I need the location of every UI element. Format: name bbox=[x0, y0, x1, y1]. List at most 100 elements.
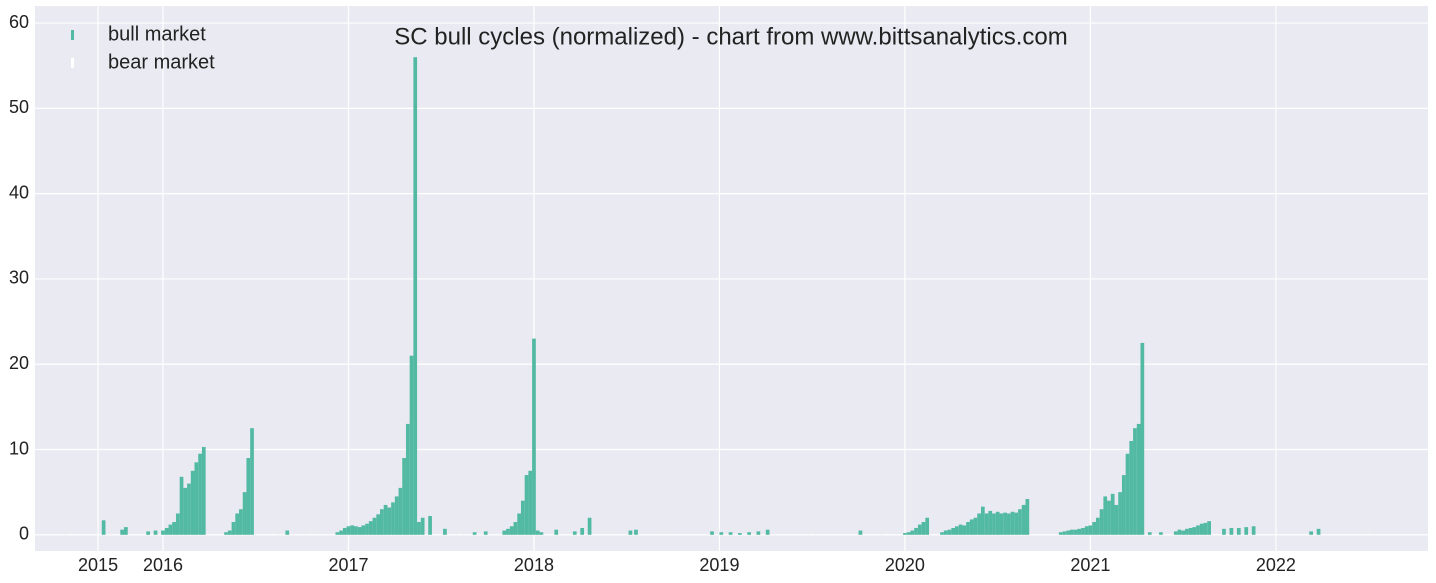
bar bbox=[1077, 528, 1082, 535]
bar bbox=[958, 524, 963, 535]
bar bbox=[1066, 530, 1071, 535]
bar bbox=[420, 517, 425, 535]
bar bbox=[250, 428, 254, 535]
bar bbox=[917, 524, 922, 535]
bar bbox=[1099, 509, 1104, 535]
bar bbox=[457, 533, 462, 535]
bar bbox=[517, 513, 521, 535]
bar bbox=[187, 483, 191, 535]
bar bbox=[628, 530, 633, 535]
bar bbox=[914, 527, 918, 535]
bar bbox=[999, 513, 1004, 535]
bar bbox=[372, 517, 377, 535]
bar bbox=[737, 533, 742, 535]
y-tick-label: 20 bbox=[9, 353, 29, 373]
bar bbox=[357, 527, 362, 535]
bar bbox=[391, 502, 395, 535]
y-tick-label: 30 bbox=[9, 268, 29, 288]
bar bbox=[962, 525, 967, 535]
bar bbox=[995, 511, 1000, 535]
bar bbox=[1010, 511, 1015, 535]
bar bbox=[1014, 512, 1019, 535]
bar bbox=[194, 462, 199, 535]
bar bbox=[539, 532, 544, 535]
bar bbox=[1159, 532, 1163, 535]
bar bbox=[1188, 527, 1193, 535]
bar bbox=[1147, 532, 1152, 535]
bar bbox=[1222, 528, 1226, 535]
bar bbox=[235, 513, 240, 535]
bar bbox=[506, 528, 510, 535]
bar bbox=[1107, 500, 1111, 535]
bar bbox=[231, 522, 236, 535]
bar bbox=[980, 506, 985, 535]
bar bbox=[903, 533, 907, 535]
bar bbox=[756, 531, 761, 535]
x-tick-label: 2022 bbox=[1256, 555, 1296, 575]
bar bbox=[977, 513, 981, 535]
y-tick-label: 10 bbox=[9, 438, 29, 458]
bar bbox=[1185, 528, 1189, 535]
bar bbox=[101, 520, 106, 535]
bar bbox=[1244, 527, 1249, 535]
bar bbox=[398, 487, 403, 535]
bar bbox=[940, 532, 944, 535]
bar bbox=[1021, 504, 1026, 535]
bar bbox=[1199, 523, 1204, 535]
bar bbox=[710, 531, 714, 535]
bar bbox=[227, 530, 232, 535]
bar bbox=[309, 533, 314, 535]
bar bbox=[1140, 342, 1145, 535]
bar bbox=[587, 517, 592, 535]
bar bbox=[661, 533, 666, 535]
bar bbox=[532, 338, 536, 535]
bar bbox=[719, 532, 724, 535]
bar bbox=[1192, 527, 1197, 535]
bar bbox=[1251, 526, 1256, 535]
bar bbox=[68, 533, 73, 535]
chart-title: SC bull cycles (normalized) - chart from… bbox=[394, 23, 1068, 50]
bar bbox=[361, 525, 366, 535]
bar bbox=[1025, 498, 1030, 535]
bar bbox=[1062, 531, 1067, 535]
legend-swatch bbox=[71, 30, 74, 40]
bar bbox=[1196, 525, 1200, 535]
bar bbox=[1092, 522, 1096, 535]
bar bbox=[483, 531, 488, 535]
bar bbox=[992, 513, 996, 535]
bar bbox=[634, 529, 638, 535]
bar bbox=[1125, 453, 1130, 535]
bar bbox=[925, 517, 930, 535]
bar bbox=[528, 470, 533, 535]
bar bbox=[509, 526, 514, 535]
bar bbox=[947, 529, 952, 535]
bar bbox=[910, 530, 915, 535]
bar bbox=[1073, 529, 1078, 535]
bar bbox=[124, 527, 128, 535]
bar bbox=[239, 509, 243, 535]
bar bbox=[387, 507, 392, 535]
bar bbox=[183, 487, 188, 535]
bar bbox=[728, 532, 733, 535]
bar bbox=[153, 530, 158, 535]
x-tick-label: 2021 bbox=[1070, 555, 1110, 575]
bar bbox=[1018, 509, 1022, 535]
bar bbox=[572, 531, 577, 535]
bar bbox=[172, 522, 176, 535]
bar bbox=[1003, 512, 1007, 535]
bar bbox=[376, 514, 381, 535]
legend-label: bear market bbox=[108, 51, 215, 73]
x-tick-label: 2019 bbox=[699, 555, 739, 575]
bar bbox=[402, 458, 406, 535]
bar bbox=[1070, 529, 1074, 535]
bar bbox=[1173, 531, 1178, 535]
bar bbox=[120, 529, 125, 535]
y-tick-label: 40 bbox=[9, 182, 29, 202]
bar bbox=[1081, 527, 1085, 535]
bar bbox=[810, 533, 815, 535]
bar bbox=[520, 500, 525, 535]
y-tick-label: 60 bbox=[9, 12, 29, 32]
bar bbox=[1121, 475, 1126, 535]
bar bbox=[146, 531, 151, 535]
